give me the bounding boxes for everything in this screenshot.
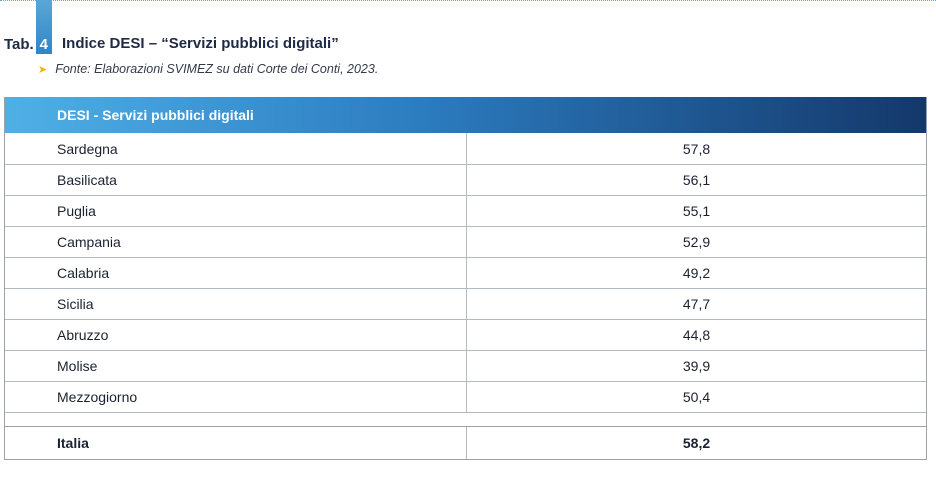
region-value: 56,1 <box>682 172 711 188</box>
table-row: Calabria 49,2 <box>5 257 926 288</box>
source-note: ➤ Fonte: Elaborazioni SVIMEZ su dati Cor… <box>38 62 378 76</box>
region-value: 47,7 <box>682 296 711 312</box>
table-header-label: DESI - Servizi pubblici digitali <box>57 107 254 123</box>
region-name: Campania <box>5 227 467 257</box>
table-row: Molise 39,9 <box>5 350 926 381</box>
table-row: Abruzzo 44,8 <box>5 319 926 350</box>
arrow-right-icon: ➤ <box>38 63 48 76</box>
table-number: 4 <box>39 36 48 53</box>
region-value: 39,9 <box>682 358 711 374</box>
table-number-badge: 4 <box>35 0 52 54</box>
region-name: Mezzogiorno <box>5 382 467 412</box>
table-label-prefix: Tab. <box>4 36 34 53</box>
region-name: Abruzzo <box>5 320 467 350</box>
region-value: 44,8 <box>682 327 711 343</box>
total-name: Italia <box>5 427 467 459</box>
table-row: Mezzogiorno 50,4 <box>5 381 926 412</box>
total-value: 58,2 <box>682 435 711 451</box>
desi-table: DESI - Servizi pubblici digitali Sardegn… <box>4 97 927 460</box>
region-value: 49,2 <box>682 265 711 281</box>
table-row: Basilicata 56,1 <box>5 164 926 195</box>
region-value: 55,1 <box>682 203 711 219</box>
table-body: Sardegna 57,8 Basilicata 56,1 Puglia 55,… <box>5 133 926 459</box>
region-name: Calabria <box>5 258 467 288</box>
region-name: Sicilia <box>5 289 467 319</box>
region-name: Puglia <box>5 196 467 226</box>
table-row: Sardegna 57,8 <box>5 133 926 164</box>
top-dotted-rule <box>0 0 936 1</box>
region-name: Basilicata <box>5 165 467 195</box>
table-total-row: Italia 58,2 <box>5 426 926 459</box>
region-name: Molise <box>5 351 467 381</box>
table-title: Indice DESI – “Servizi pubblici digitali… <box>62 35 339 52</box>
region-value: 57,8 <box>682 140 711 157</box>
table-number-bar <box>35 0 52 54</box>
table-spacer <box>5 412 926 426</box>
table-row: Puglia 55,1 <box>5 195 926 226</box>
region-value: 52,9 <box>682 234 711 250</box>
region-name: Sardegna <box>5 133 467 164</box>
region-value: 50,4 <box>682 389 711 405</box>
table-row: Sicilia 47,7 <box>5 288 926 319</box>
source-text: Fonte: Elaborazioni SVIMEZ su dati Corte… <box>55 62 379 76</box>
table-header: DESI - Servizi pubblici digitali <box>5 97 926 133</box>
table-label: Tab. 4 <box>4 0 52 54</box>
table-row: Campania 52,9 <box>5 226 926 257</box>
